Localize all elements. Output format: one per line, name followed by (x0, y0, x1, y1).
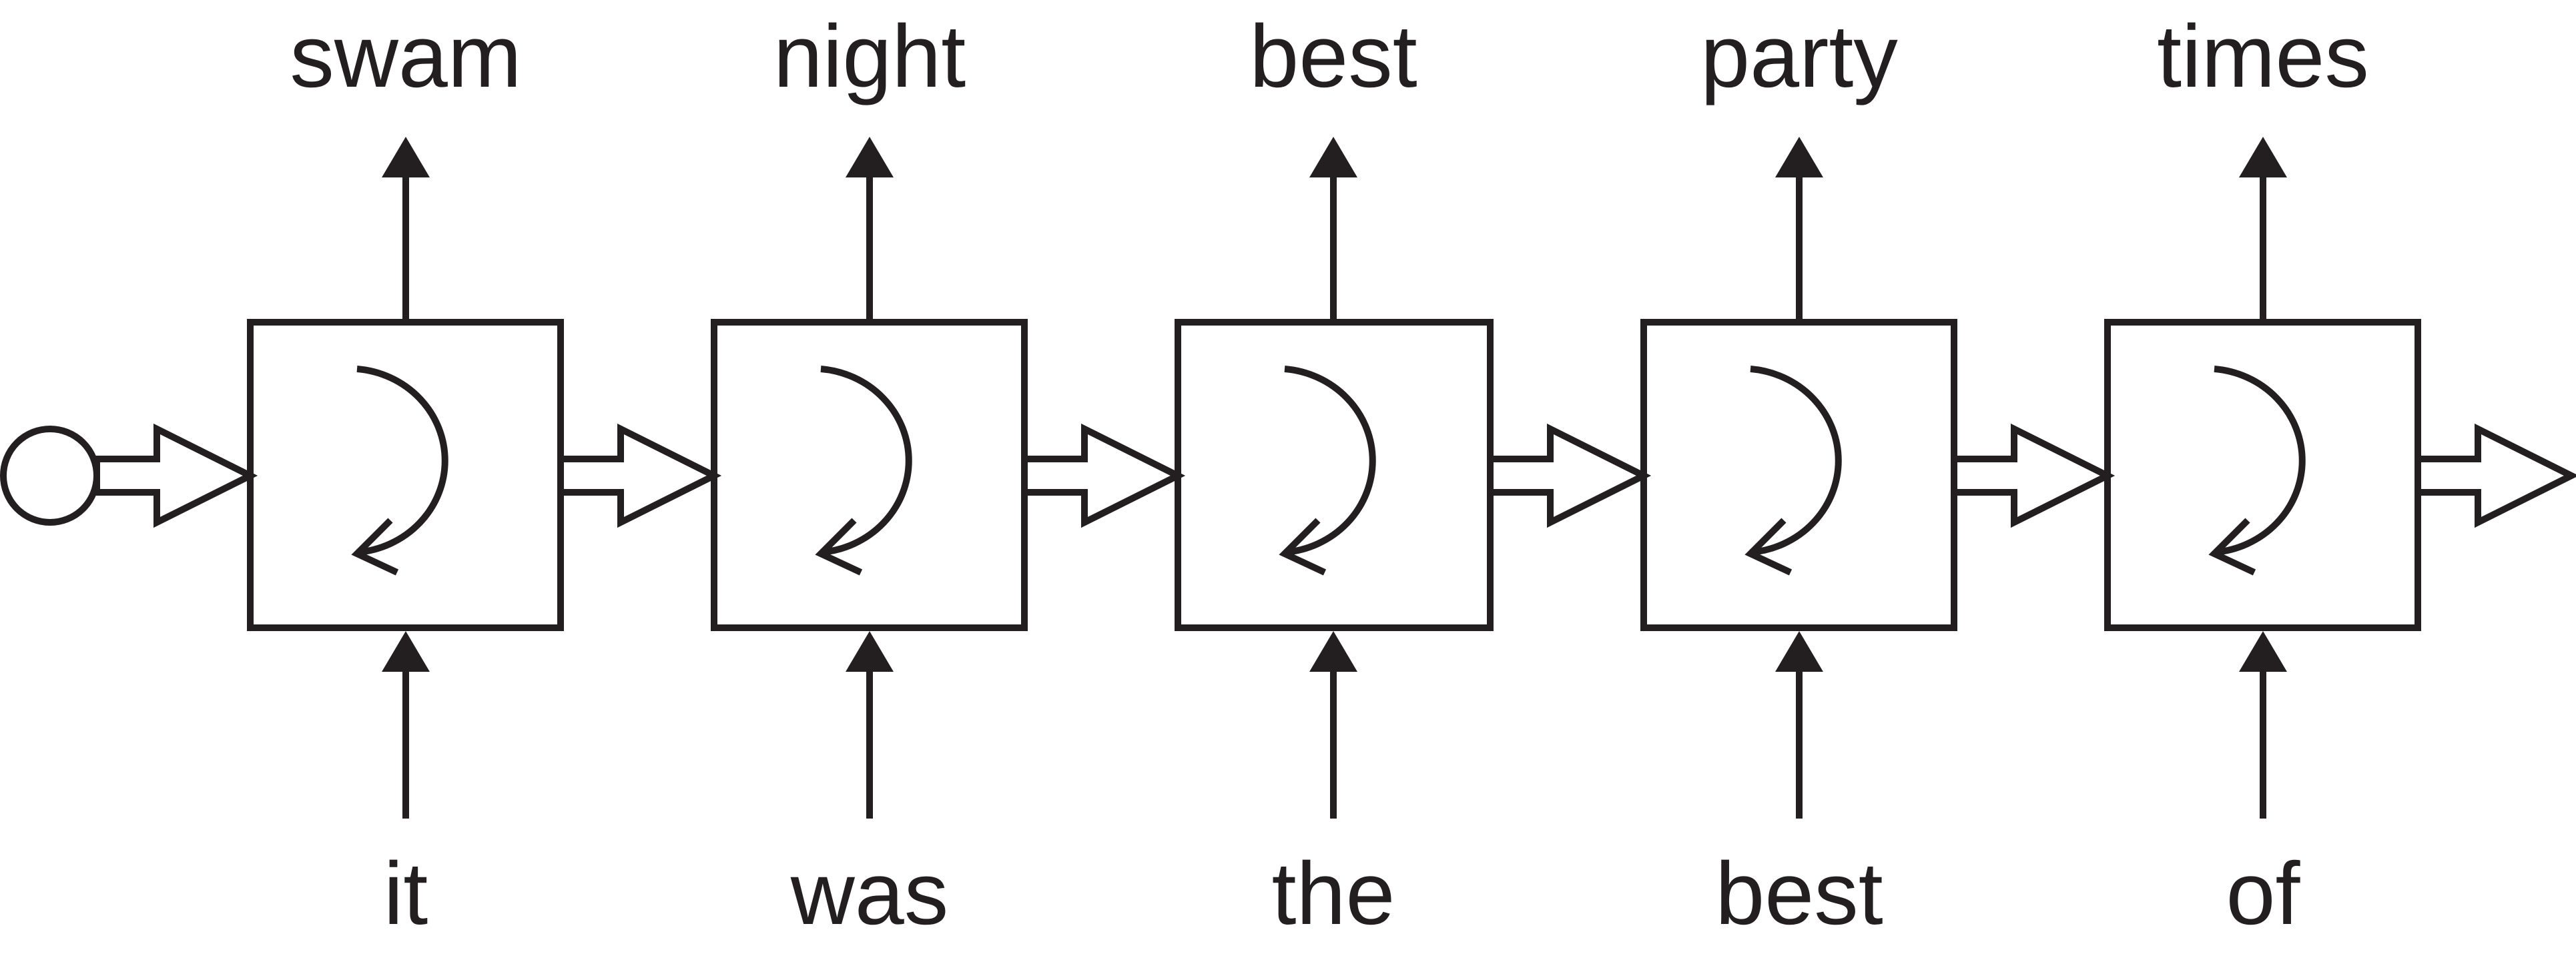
output-word: party (1700, 7, 1898, 106)
state-arrow-3 (1487, 423, 1652, 528)
recurrence-loop-icon (1284, 366, 1376, 556)
input-arrowhead (2239, 631, 2287, 672)
recurrence-loop-icon (2214, 366, 2306, 556)
output-arrowhead (2239, 137, 2287, 177)
input-arrowhead (1309, 631, 1357, 672)
output-arrowhead (382, 137, 430, 177)
cell-box (247, 319, 564, 631)
input-word: was (790, 845, 949, 943)
recurrence-arrowhead-icon (2208, 518, 2256, 576)
rnn-cell: times of (2104, 7, 2421, 943)
state-arrow-final (2414, 423, 2576, 528)
recurrence-arrowhead-icon (1279, 518, 1327, 576)
rnn-cell: swam it (247, 7, 564, 943)
output-word: best (1249, 7, 1417, 106)
output-word: times (2157, 7, 2369, 106)
recurrence-arrowhead-icon (1744, 518, 1793, 576)
cell-box (1175, 319, 1494, 631)
state-arrow-4 (1951, 423, 2116, 528)
rnn-cell: best the (1175, 7, 1494, 943)
input-word: of (2226, 845, 2301, 943)
output-arrowhead (1775, 137, 1823, 177)
recurrence-loop-icon (820, 366, 912, 556)
input-arrowhead (382, 631, 430, 672)
recurrence-arrowhead-icon (351, 518, 399, 576)
input-arrowhead (1775, 631, 1823, 672)
state-arrows (93, 423, 2576, 528)
cell-box (711, 319, 1028, 631)
state-arrow-0 (93, 423, 258, 528)
input-arrowhead (846, 631, 894, 672)
output-word: swam (290, 7, 521, 106)
output-word: night (773, 7, 966, 106)
rnn-cell: party best (1640, 7, 1957, 943)
state-arrow-2 (1021, 423, 1186, 528)
cell-box (2104, 319, 2421, 631)
state-arrow-1 (557, 423, 722, 528)
input-word: the (1272, 845, 1395, 943)
recurrence-arrowhead-icon (815, 518, 863, 576)
input-word: it (384, 845, 428, 943)
input-word: best (1715, 845, 1883, 943)
recurrence-loop-icon (1750, 366, 1842, 556)
output-arrowhead (846, 137, 894, 177)
rnn-cell: night was (711, 7, 1028, 943)
output-arrowhead (1309, 137, 1357, 177)
cell-box (1640, 319, 1957, 631)
initial-state-circle (0, 426, 100, 526)
recurrence-loop-icon (356, 366, 448, 556)
